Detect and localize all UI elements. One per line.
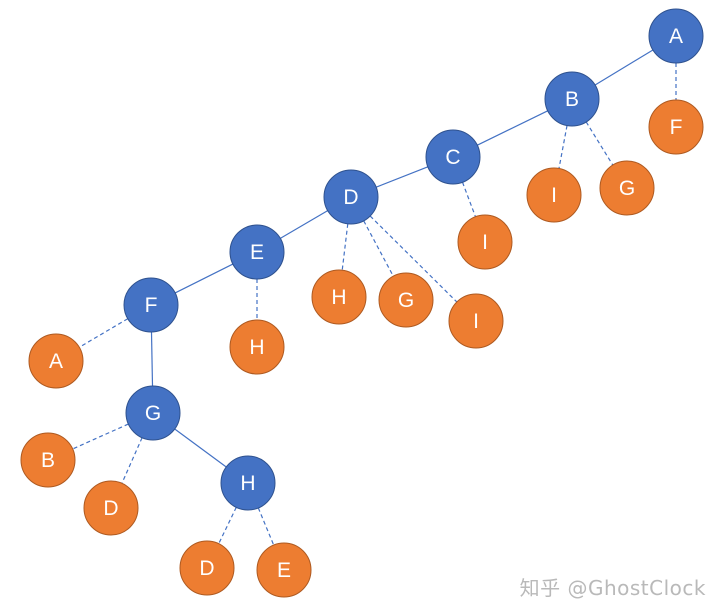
leaf-node-h-d: D [179,540,235,596]
node-label: H [331,286,346,309]
edge-c-d [375,166,429,188]
tree-node-a: A [648,8,704,64]
node-label: D [103,497,118,520]
leaf-node-h-e: E [256,542,312,598]
node-circle [20,432,76,488]
leaf-node-d-g: G [378,272,434,328]
edge-b-b-g [585,121,614,166]
edge-b-b-i [558,125,568,169]
node-circle [220,455,276,511]
node-label: D [343,186,358,209]
leaf-node-d-i: I [448,293,504,349]
leaf-node-a-f: F [648,99,704,155]
leaf-node-b-g: G [599,160,655,216]
node-label: I [473,310,479,333]
tree-node-f: F [123,277,179,333]
edge-h-h-e [257,507,275,546]
leaf-node-d-h: H [311,269,367,325]
node-circle [648,8,704,64]
node-circle [179,540,235,596]
node-circle [311,269,367,325]
node-label: A [669,25,683,48]
leaf-node-c-i: I [457,214,513,270]
node-circle [123,277,179,333]
edge-g-h [174,428,227,468]
node-label: H [249,336,264,359]
node-label: F [670,116,683,139]
node-label: G [145,402,161,425]
tree-node-d: D [323,169,379,225]
node-label: E [277,559,291,582]
tree-node-e: E [229,224,285,280]
node-circle [378,272,434,328]
leaf-node-f-a: A [28,333,84,389]
node-circle [544,71,600,127]
node-circle [457,214,513,270]
tree-node-b: B [544,71,600,127]
node-label: F [145,294,158,317]
edge-f-f-a [78,318,129,348]
edge-f-g [150,331,154,387]
edge-c-c-i [461,182,477,217]
node-label: I [482,231,488,254]
node-label: I [551,184,557,207]
edge-e-f [174,263,234,294]
tree-node-h: H [220,455,276,511]
leaf-node-b-i: I [526,167,582,223]
edge-a-b [594,49,654,86]
leaf-node-g-d: D [83,480,139,536]
node-circle [28,333,84,389]
node-label: E [250,241,264,264]
node-label: G [398,289,414,312]
node-label: D [199,557,214,580]
node-circle [256,542,312,598]
node-circle [599,160,655,216]
edge-g-g-d [121,437,143,484]
edge-h-h-d [218,507,237,544]
node-circle [229,319,285,375]
watermark: 知乎 @GhostClock [519,576,706,600]
edge-d-d-h [341,223,349,271]
node-circle [83,480,139,536]
leaf-node-g-b: B [20,432,76,488]
node-circle [425,129,481,185]
node-circle [526,167,582,223]
node-label: H [240,472,255,495]
edge-d-d-g [363,220,394,277]
leaf-node-e-h: H [229,319,285,375]
edge-g-g-b [72,423,129,450]
node-label: B [41,449,55,472]
node-circle [125,385,181,441]
edge-d-d-i [369,215,458,303]
edges-layer [72,49,677,546]
edge-b-c [477,110,548,146]
tree-node-c: C [425,129,481,185]
tree-node-g: G [125,385,181,441]
node-label: A [49,350,63,373]
node-circle [448,293,504,349]
node-label: C [445,146,460,169]
nodes-layer: A B C D E F G H F I G I H G I H A B D D E [20,8,704,598]
node-circle [648,99,704,155]
node-circle [229,224,285,280]
node-circle [323,169,379,225]
node-label: G [619,177,635,200]
node-label: B [565,88,579,111]
edge-d-e [280,210,328,239]
